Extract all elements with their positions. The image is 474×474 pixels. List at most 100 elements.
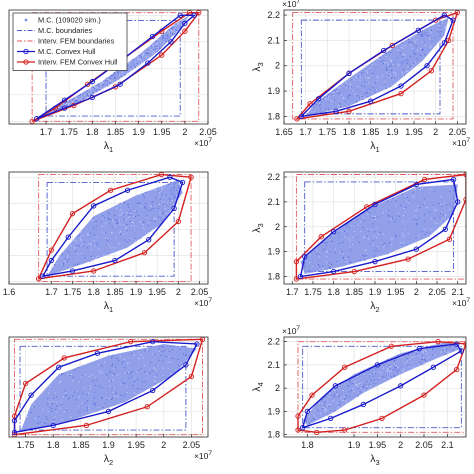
mc-sample-point <box>420 47 422 50</box>
mc-sample-point <box>347 97 349 99</box>
mc-sample-point <box>401 72 403 74</box>
mc-sample-point <box>404 228 406 230</box>
mc-sample-point <box>154 220 156 223</box>
mc-sample-point <box>178 365 180 367</box>
mc-sample-point <box>413 62 415 64</box>
mc-sample-point <box>342 253 344 255</box>
mc-sample-point <box>427 207 429 209</box>
mc-sample-point <box>409 41 411 43</box>
mc-sample-point <box>388 221 390 223</box>
mc-sample-point <box>364 92 366 95</box>
mc-sample-point <box>329 250 331 252</box>
y-tick-label: 1.8 <box>267 111 280 121</box>
mc-sample-point <box>129 69 132 71</box>
mc-sample-point <box>439 216 441 218</box>
y-tick-label: 2.1 <box>267 197 280 207</box>
mc-sample-point <box>90 249 92 251</box>
mc-sample-point <box>434 222 436 224</box>
mc-sample-point <box>349 83 351 85</box>
mc-sample-point <box>406 244 408 246</box>
mc-sample-point <box>389 86 391 88</box>
mc-sample-point <box>119 232 121 234</box>
y-tick-label: 2 <box>275 383 280 393</box>
mc-sample-point <box>99 370 101 372</box>
mc-sample-point <box>340 106 342 108</box>
mc-sample-point <box>319 105 321 107</box>
mc-sample-point <box>111 226 113 228</box>
mc-sample-point <box>353 381 356 383</box>
mc-sample-point <box>364 81 366 83</box>
mc-sample-point <box>392 197 394 199</box>
mc-sample-point <box>413 51 415 53</box>
mc-sample-point <box>56 396 58 398</box>
mc-sample-point <box>382 233 384 235</box>
mc-sample-point <box>305 420 308 422</box>
mc-sample-point <box>403 75 405 77</box>
mc-sample-point <box>325 98 327 100</box>
mc-sample-point <box>319 104 321 106</box>
mc-sample-point <box>158 192 161 194</box>
mc-sample-point <box>382 367 384 369</box>
mc-sample-point <box>177 358 179 360</box>
mc-sample-point <box>349 87 352 89</box>
mc-sample-point <box>334 395 336 397</box>
mc-sample-point <box>415 219 417 221</box>
mc-sample-point <box>149 49 151 51</box>
mc-sample-point <box>368 82 370 84</box>
mc-sample-point <box>60 257 62 259</box>
mc-sample-point <box>322 407 324 410</box>
mc-sample-point <box>443 347 445 349</box>
fem-convex-hull-vertex <box>454 366 460 373</box>
mc-sample-point <box>337 396 340 398</box>
mc-sample-point <box>423 202 425 204</box>
mc-sample-point <box>80 94 82 96</box>
mc-sample-point <box>170 36 172 38</box>
mc-sample-point <box>68 103 70 105</box>
mc-sample-point <box>403 69 405 71</box>
x-tick-label: 1.9 <box>386 127 399 137</box>
mc-sample-point <box>79 237 81 239</box>
mc-sample-point <box>161 350 163 353</box>
mc-sample-point <box>422 350 424 352</box>
mc-sample-point <box>345 225 347 227</box>
mc-sample-point <box>386 373 388 375</box>
mc-sample-point <box>378 58 380 60</box>
mc-sample-point <box>74 264 76 266</box>
mc-sample-point <box>386 368 389 370</box>
mc-convex-hull-vertex <box>50 422 56 429</box>
mc-sample-point <box>438 25 440 27</box>
legend-box <box>12 12 128 71</box>
mc-sample-point <box>360 95 362 97</box>
fem-convex-hull-vertex <box>85 81 91 87</box>
mc-sample-point <box>77 391 79 393</box>
mc-sample-point <box>100 221 102 223</box>
mc-sample-point <box>373 231 375 233</box>
fem-convex-hull-vertex <box>388 343 394 349</box>
mc-sample-point <box>130 225 132 227</box>
mc-sample-point <box>90 256 92 258</box>
mc-convex-hull-vertex <box>374 362 380 368</box>
mc-sample-point <box>419 355 421 357</box>
mc-sample-point <box>142 227 145 229</box>
mc-sample-point <box>373 217 375 219</box>
mc-sample-point <box>332 395 334 397</box>
mc-sample-point <box>388 215 390 217</box>
mc-sample-point <box>63 411 65 413</box>
mc-sample-point <box>112 221 114 223</box>
mc-convex-hull-vertex <box>415 27 421 33</box>
mc-sample-point <box>97 84 99 86</box>
mc-sample-point <box>119 209 121 211</box>
mc-sample-point <box>423 41 425 43</box>
mc-sample-point <box>88 405 90 407</box>
mc-convex-hull-vertex <box>171 205 177 212</box>
mc-sample-point <box>444 25 447 27</box>
mc-sample-point <box>411 352 413 354</box>
mc-sample-point <box>360 76 362 79</box>
mc-convex-hull-vertex <box>183 362 189 368</box>
mc-sample-point <box>161 360 163 362</box>
mc-sample-point <box>330 235 332 237</box>
mc-convex-hull-vertex <box>150 339 156 345</box>
mc-sample-point <box>358 383 361 385</box>
mc-sample-point <box>161 194 163 196</box>
mc-sample-point <box>171 33 174 35</box>
